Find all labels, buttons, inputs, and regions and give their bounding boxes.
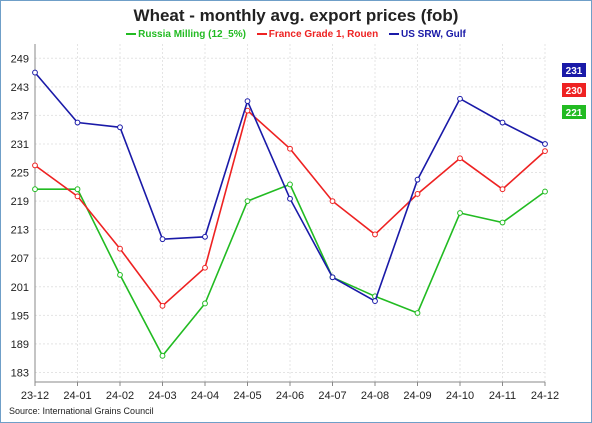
- legend-label-russia: Russia Milling (12_5%): [138, 29, 246, 40]
- source-note: Source: International Grains Council: [9, 406, 154, 416]
- data-point: [287, 145, 293, 152]
- x-tick-label: 24-12: [531, 390, 559, 402]
- data-point: [457, 210, 463, 216]
- data-point: [202, 233, 208, 240]
- last-value-badge: [562, 63, 586, 77]
- data-point: [202, 300, 208, 307]
- y-tick-label: 219: [11, 196, 29, 208]
- legend-label-us: US SRW, Gulf: [401, 29, 466, 40]
- legend-item-france: France Grade 1, Rouen: [256, 29, 379, 40]
- y-tick-label: 237: [11, 110, 29, 122]
- legend-item-russia: Russia Milling (12_5%): [126, 29, 246, 40]
- x-tick-label: 24-10: [446, 390, 474, 402]
- x-tick-label: 23-12: [21, 390, 49, 402]
- data-point: [287, 195, 293, 202]
- data-point: [32, 162, 38, 169]
- data-point: [414, 310, 421, 316]
- last-value-label: 230: [566, 86, 583, 97]
- data-point: [244, 198, 251, 204]
- x-tick-label: 24-09: [403, 390, 431, 402]
- x-tick-label: 24-05: [233, 390, 261, 402]
- data-point: [117, 124, 123, 131]
- x-tick-label: 24-07: [318, 390, 346, 402]
- legend-swatch-us: [389, 33, 400, 36]
- legend-label-france: France Grade 1, Rouen: [268, 29, 379, 40]
- data-point: [117, 245, 123, 252]
- y-tick-label: 195: [11, 310, 29, 322]
- x-tick-label: 24-02: [106, 390, 134, 402]
- data-point: [74, 193, 81, 200]
- data-point: [159, 302, 166, 309]
- legend-swatch-russia: [126, 33, 137, 36]
- x-tick-label: 24-08: [361, 390, 389, 402]
- data-point: [499, 186, 506, 193]
- data-point: [499, 219, 506, 226]
- data-point: [414, 191, 421, 197]
- data-point: [117, 271, 123, 278]
- data-point: [457, 95, 463, 102]
- data-point: [372, 298, 378, 304]
- data-point: [329, 198, 336, 204]
- data-point: [457, 155, 463, 162]
- y-tick-label: 243: [11, 82, 29, 94]
- data-point: [287, 181, 293, 188]
- data-point: [159, 236, 166, 243]
- data-point: [159, 352, 166, 359]
- data-point: [74, 186, 81, 193]
- legend-swatch-france: [256, 33, 267, 36]
- legend: Russia Milling (12_5%) France Grade 1, R…: [0, 29, 592, 40]
- x-tick-label: 24-01: [63, 390, 91, 402]
- last-value-badge: [562, 83, 586, 97]
- last-value-label: 221: [566, 108, 583, 119]
- y-tick-label: 213: [11, 225, 29, 237]
- data-point: [32, 186, 38, 193]
- data-point: [542, 141, 548, 147]
- y-tick-label: 207: [11, 253, 29, 265]
- data-point: [329, 274, 336, 281]
- y-tick-label: 225: [11, 168, 29, 180]
- x-tick-label: 24-04: [191, 390, 219, 402]
- data-point: [32, 69, 38, 76]
- y-tick-label: 183: [11, 367, 29, 379]
- data-point: [202, 264, 208, 271]
- data-point: [499, 119, 506, 126]
- data-point: [542, 188, 548, 195]
- data-point: [414, 176, 421, 183]
- data-point: [542, 148, 548, 155]
- y-tick-label: 189: [11, 339, 29, 351]
- y-tick-label: 249: [11, 53, 29, 65]
- x-tick-label: 24-06: [276, 390, 304, 402]
- last-value-label: 231: [566, 66, 583, 77]
- last-value-badge: [562, 105, 586, 119]
- y-tick-label: 231: [11, 139, 29, 151]
- data-point: [372, 231, 378, 238]
- x-tick-label: 24-11: [489, 390, 516, 402]
- data-point: [74, 119, 81, 126]
- x-tick-label: 24-03: [148, 390, 176, 402]
- data-point: [244, 98, 251, 105]
- legend-item-us: US SRW, Gulf: [389, 29, 466, 40]
- y-tick-label: 201: [11, 282, 29, 294]
- chart-title: Wheat - monthly avg. export prices (fob): [133, 6, 459, 25]
